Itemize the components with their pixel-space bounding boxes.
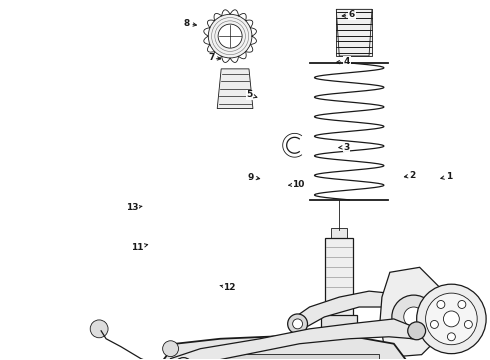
- Bar: [321, 315, 357, 350]
- Circle shape: [416, 284, 486, 354]
- Text: 5: 5: [247, 90, 257, 99]
- Text: 4: 4: [336, 57, 350, 66]
- Polygon shape: [336, 9, 372, 56]
- Circle shape: [447, 333, 455, 341]
- Circle shape: [408, 322, 426, 340]
- Circle shape: [404, 307, 424, 327]
- Circle shape: [174, 357, 193, 360]
- Circle shape: [288, 314, 308, 334]
- Polygon shape: [380, 267, 443, 357]
- Text: 3: 3: [339, 143, 349, 152]
- Circle shape: [430, 320, 439, 328]
- Circle shape: [90, 320, 108, 338]
- Circle shape: [426, 293, 477, 345]
- Bar: [325, 238, 353, 317]
- Circle shape: [163, 341, 178, 357]
- Text: 7: 7: [209, 53, 221, 62]
- Circle shape: [293, 319, 302, 329]
- Text: 10: 10: [289, 180, 305, 189]
- Bar: [331, 228, 347, 239]
- Polygon shape: [161, 336, 409, 360]
- Polygon shape: [161, 319, 414, 360]
- Text: 12: 12: [220, 283, 236, 292]
- Polygon shape: [217, 69, 253, 109]
- Circle shape: [443, 311, 459, 327]
- Circle shape: [465, 320, 472, 328]
- Text: 2: 2: [404, 171, 416, 180]
- Text: 9: 9: [247, 173, 260, 182]
- Circle shape: [218, 24, 242, 48]
- Text: 11: 11: [131, 243, 147, 252]
- Circle shape: [316, 357, 327, 360]
- Text: 13: 13: [126, 203, 142, 212]
- Circle shape: [437, 301, 445, 309]
- Circle shape: [208, 14, 252, 58]
- Circle shape: [392, 295, 436, 339]
- Polygon shape: [290, 291, 418, 331]
- Polygon shape: [308, 347, 371, 360]
- Text: 1: 1: [441, 172, 452, 181]
- Circle shape: [458, 301, 466, 309]
- Polygon shape: [191, 354, 379, 360]
- Text: 6: 6: [342, 10, 355, 19]
- Bar: [336, 9, 372, 56]
- Text: 8: 8: [184, 19, 196, 28]
- Circle shape: [351, 357, 363, 360]
